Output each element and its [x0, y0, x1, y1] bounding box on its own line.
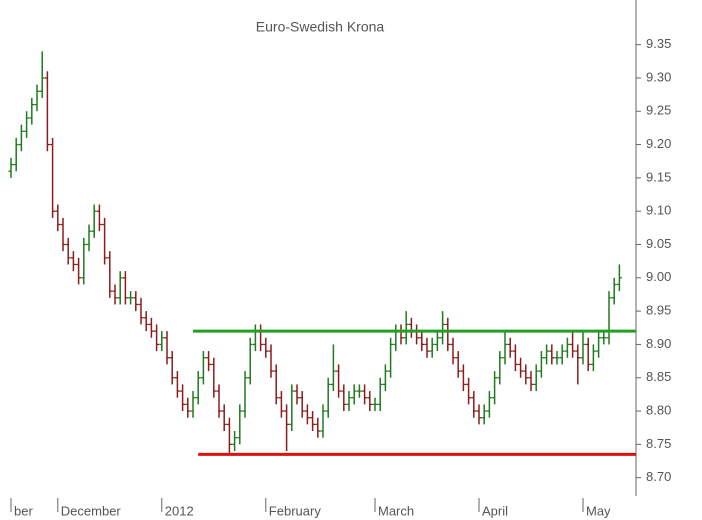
y-tick-label: 8.95 — [646, 303, 671, 318]
x-tick-label: 2012 — [165, 503, 194, 518]
x-tick-label: ber — [14, 503, 33, 518]
y-tick-label: 8.90 — [646, 336, 671, 351]
x-tick-label: April — [482, 503, 508, 518]
x-tick-label: May — [586, 503, 611, 518]
chart-title: Euro-Swedish Krona — [256, 19, 385, 35]
x-tick-label: February — [269, 503, 322, 518]
y-tick-label: 9.15 — [646, 169, 671, 184]
x-tick-label: March — [378, 503, 414, 518]
y-tick-label: 9.05 — [646, 236, 671, 251]
y-tick-label: 8.70 — [646, 469, 671, 484]
y-tick-label: 9.30 — [646, 69, 671, 84]
y-tick-label: 8.80 — [646, 402, 671, 417]
y-tick-label: 8.75 — [646, 436, 671, 451]
y-tick-label: 9.25 — [646, 103, 671, 118]
y-tick-label: 9.10 — [646, 203, 671, 218]
y-tick-label: 9.20 — [646, 136, 671, 151]
y-tick-label: 9.00 — [646, 269, 671, 284]
y-tick-label: 8.85 — [646, 369, 671, 384]
x-tick-label: December — [61, 503, 122, 518]
y-tick-label: 9.35 — [646, 36, 671, 51]
